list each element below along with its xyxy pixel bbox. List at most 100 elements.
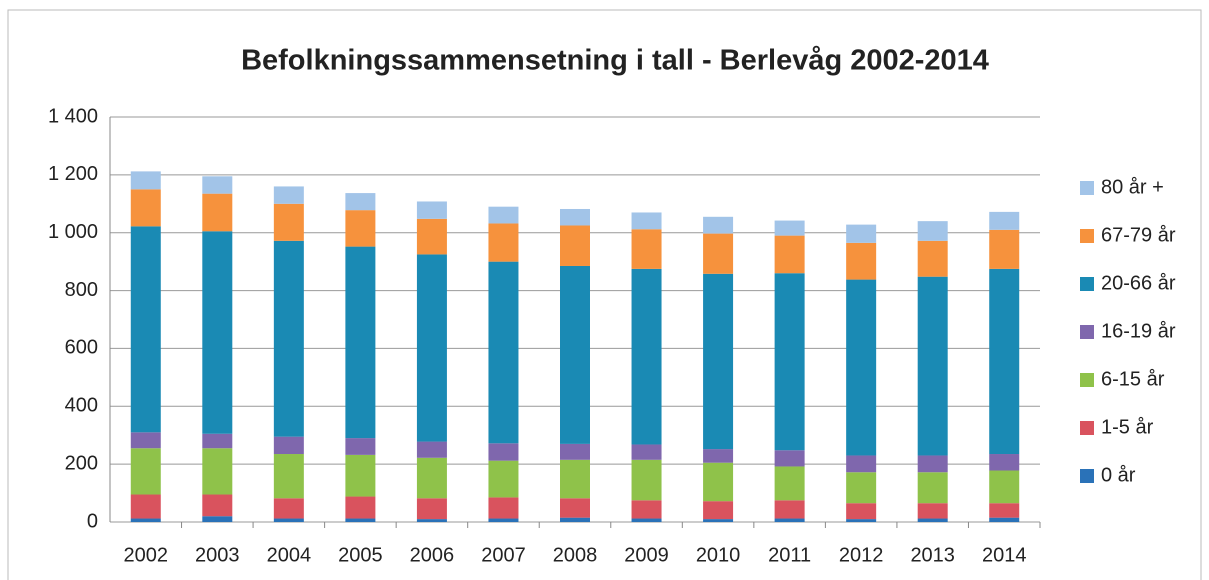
y-tick-label: 1 400 bbox=[48, 105, 98, 127]
bar-segment bbox=[416, 218, 447, 255]
bar-segment bbox=[345, 454, 376, 497]
bar-segment bbox=[488, 518, 519, 522]
bar-segment bbox=[917, 221, 948, 241]
bar-segment bbox=[202, 176, 233, 194]
bar-segment bbox=[345, 193, 376, 211]
bar-segment bbox=[488, 497, 519, 519]
bar-segment bbox=[202, 448, 233, 495]
bar-segment bbox=[631, 268, 662, 445]
bar-segment bbox=[488, 206, 519, 224]
bar-segment bbox=[989, 454, 1020, 471]
bar-segment bbox=[560, 443, 590, 460]
bar-segment bbox=[345, 438, 376, 455]
y-tick-label: 1 200 bbox=[48, 163, 98, 185]
legend-swatch bbox=[1080, 469, 1094, 483]
legend-label: 0 år bbox=[1101, 464, 1136, 486]
bar-segment bbox=[774, 466, 805, 501]
bar-segment bbox=[703, 216, 734, 234]
bar-segment bbox=[631, 500, 662, 519]
y-tick-label: 600 bbox=[65, 337, 98, 359]
bar-segment bbox=[989, 517, 1020, 522]
x-tick-label: 2014 bbox=[982, 544, 1027, 566]
bar-segment bbox=[416, 457, 447, 499]
bar-segment bbox=[989, 470, 1020, 504]
bar-segment bbox=[989, 211, 1020, 230]
y-tick-label: 1 000 bbox=[48, 221, 98, 243]
bar-segment bbox=[703, 462, 734, 502]
bar-segment bbox=[130, 448, 161, 495]
bar-segment bbox=[560, 225, 590, 266]
bar-segment bbox=[416, 498, 447, 520]
bar-segment bbox=[488, 223, 519, 262]
bar-segment bbox=[774, 500, 805, 519]
y-tick-label: 400 bbox=[65, 395, 98, 417]
bar-segment bbox=[202, 433, 233, 449]
bar-segment bbox=[703, 449, 734, 463]
bar-segment bbox=[917, 240, 948, 277]
bar-segment bbox=[273, 454, 304, 499]
bar-segment bbox=[130, 518, 161, 522]
x-tick-label: 2006 bbox=[410, 544, 455, 566]
bar-segment bbox=[560, 517, 590, 522]
x-tick-label: 2012 bbox=[839, 544, 884, 566]
legend-swatch bbox=[1080, 373, 1094, 387]
bar-segment bbox=[703, 233, 734, 274]
bar-segment bbox=[774, 518, 805, 522]
bar-segment bbox=[846, 279, 877, 456]
x-tick-label: 2003 bbox=[195, 544, 240, 566]
bar-segment bbox=[273, 436, 304, 455]
bar-segment bbox=[774, 220, 805, 236]
bar-segment bbox=[774, 450, 805, 467]
bar-segment bbox=[631, 212, 662, 230]
bar-segment bbox=[631, 444, 662, 460]
bar-segment bbox=[202, 193, 233, 232]
bar-segment bbox=[846, 503, 877, 520]
bar-segment bbox=[703, 273, 734, 450]
x-tick-label: 2010 bbox=[696, 544, 741, 566]
x-tick-label: 2007 bbox=[481, 544, 526, 566]
bar-segment bbox=[989, 229, 1020, 269]
bar-segment bbox=[917, 518, 948, 522]
legend-label: 1-5 år bbox=[1101, 416, 1154, 438]
legend-label: 67-79 år bbox=[1101, 224, 1176, 246]
bar-segment bbox=[130, 171, 161, 190]
y-tick-label: 800 bbox=[65, 279, 98, 301]
x-tick-label: 2013 bbox=[910, 544, 955, 566]
bar-segment bbox=[130, 494, 161, 519]
legend-swatch bbox=[1080, 181, 1094, 195]
bar-segment bbox=[273, 203, 304, 241]
x-tick-label: 2004 bbox=[267, 544, 312, 566]
bar-segment bbox=[130, 189, 161, 227]
legend-label: 16-19 år bbox=[1101, 320, 1176, 342]
x-tick-label: 2005 bbox=[338, 544, 383, 566]
bar-segment bbox=[416, 519, 447, 522]
bar-segment bbox=[488, 261, 519, 444]
bar-segment bbox=[631, 229, 662, 269]
x-tick-label: 2009 bbox=[624, 544, 669, 566]
bar-segment bbox=[273, 186, 304, 204]
bar-segment bbox=[631, 518, 662, 522]
x-tick-label: 2008 bbox=[553, 544, 598, 566]
bar-segment bbox=[488, 460, 519, 498]
bar-segment bbox=[130, 432, 161, 449]
legend-swatch bbox=[1080, 325, 1094, 339]
bar-segment bbox=[703, 519, 734, 522]
bar-segment bbox=[345, 496, 376, 519]
bar-segment bbox=[846, 224, 877, 243]
bar-segment bbox=[846, 455, 877, 473]
bar-segment bbox=[416, 254, 447, 442]
bar-segment bbox=[202, 494, 233, 517]
bar-segment bbox=[774, 235, 805, 274]
bar-segment bbox=[846, 242, 877, 280]
legend-label: 20-66 år bbox=[1101, 272, 1176, 294]
legend-label: 80 år + bbox=[1101, 176, 1164, 198]
y-tick-label: 0 bbox=[87, 510, 98, 532]
bar-segment bbox=[488, 443, 519, 461]
legend-swatch bbox=[1080, 229, 1094, 243]
bar-segment bbox=[846, 472, 877, 504]
bar-segment bbox=[560, 208, 590, 226]
bar-segment bbox=[202, 231, 233, 434]
bar-segment bbox=[273, 498, 304, 519]
legend-label: 6-15 år bbox=[1101, 368, 1165, 390]
